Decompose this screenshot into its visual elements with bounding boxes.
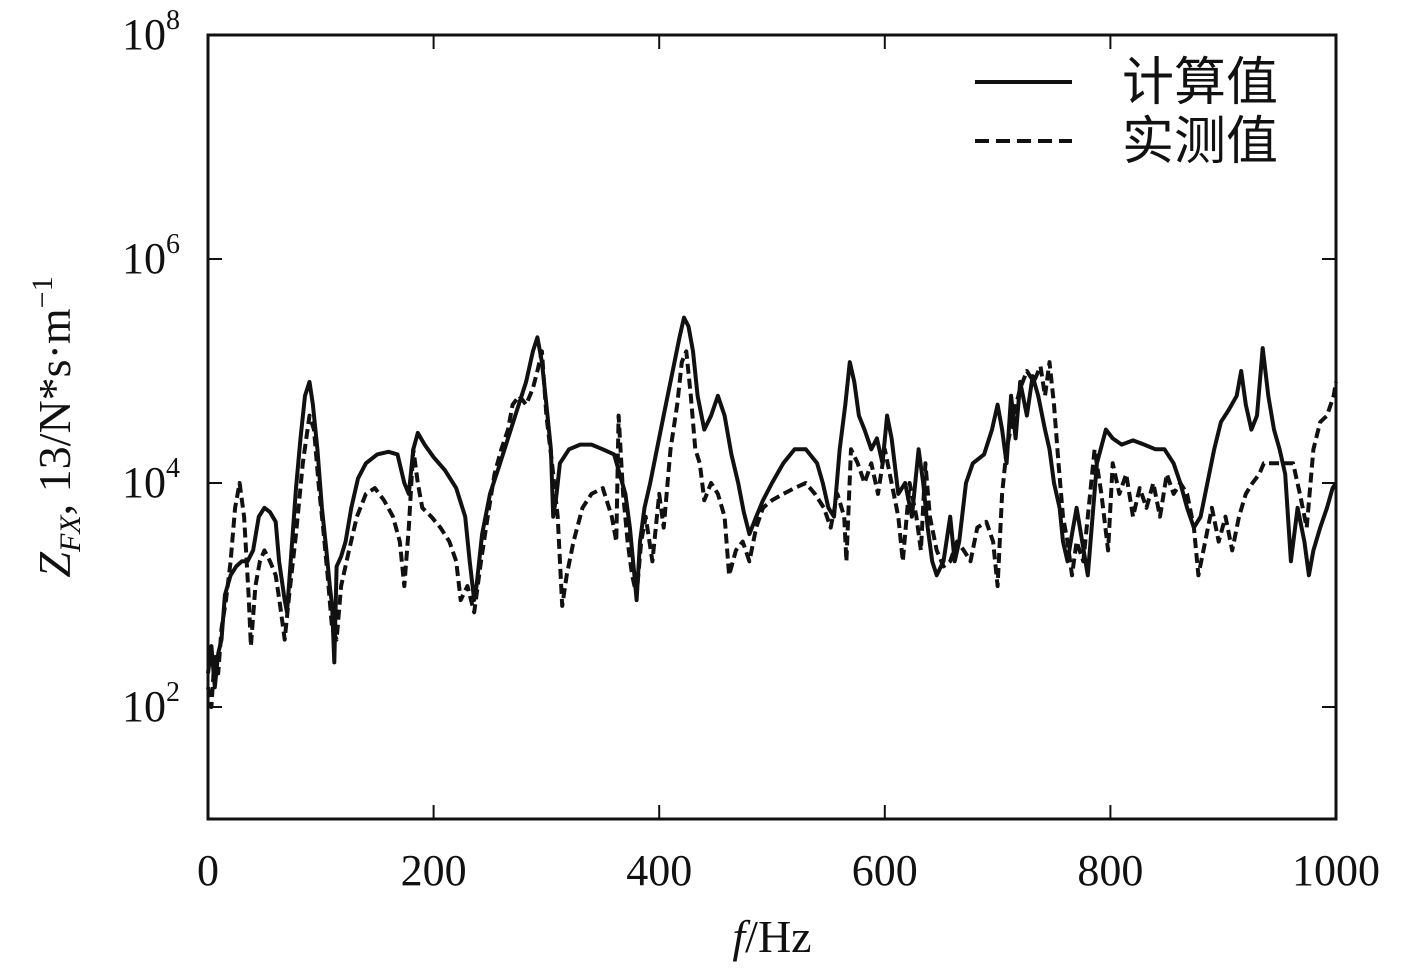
- y-tick-label: 106: [122, 229, 180, 283]
- x-axis-label: f/Hz: [732, 911, 811, 962]
- y-axis-label-unit: , 13/N*s·m: [29, 308, 80, 515]
- y-axis-label-subscript: FX: [54, 514, 87, 553]
- y-axis-label-unit-exponent: −1: [26, 276, 59, 308]
- x-tick-label: 400: [626, 846, 692, 895]
- x-tick-label: 600: [852, 846, 918, 895]
- x-tick-label: 800: [1077, 846, 1143, 895]
- plot-frame: [206, 33, 1338, 821]
- y-tick-base: 10: [122, 10, 166, 59]
- y-tick-label: 108: [122, 5, 180, 59]
- x-tick-label: 200: [401, 846, 467, 895]
- y-tick-exponent: 4: [166, 453, 180, 484]
- series-line-1: [206, 315, 1338, 690]
- series-layer: [206, 315, 1338, 709]
- y-tick-label: 102: [122, 677, 180, 731]
- y-tick-exponent: 8: [166, 5, 180, 36]
- y-axis-label: ZFX, 13/N*s·m−1: [26, 276, 87, 577]
- x-tick-label: 0: [197, 846, 219, 895]
- y-axis-label-main: Z: [29, 552, 80, 578]
- x-tick-label: 1000: [1292, 846, 1380, 895]
- y-tick-base: 10: [122, 234, 166, 283]
- series-line-2: [206, 349, 1338, 709]
- y-tick-label: 104: [122, 453, 180, 507]
- legend-label-series-2: 实测值: [1122, 112, 1278, 172]
- x-axis-ticks: 0 200 400 600 800 1000: [197, 35, 1380, 895]
- legend: 计算值 实测值: [975, 53, 1278, 172]
- y-tick-exponent: 2: [166, 677, 180, 708]
- y-tick-exponent: 6: [166, 229, 180, 260]
- x-axis-label-rest: /Hz: [745, 911, 811, 962]
- legend-label-series-1: 计算值: [1122, 53, 1278, 113]
- y-tick-base: 10: [122, 458, 166, 507]
- y-tick-base: 10: [122, 682, 166, 731]
